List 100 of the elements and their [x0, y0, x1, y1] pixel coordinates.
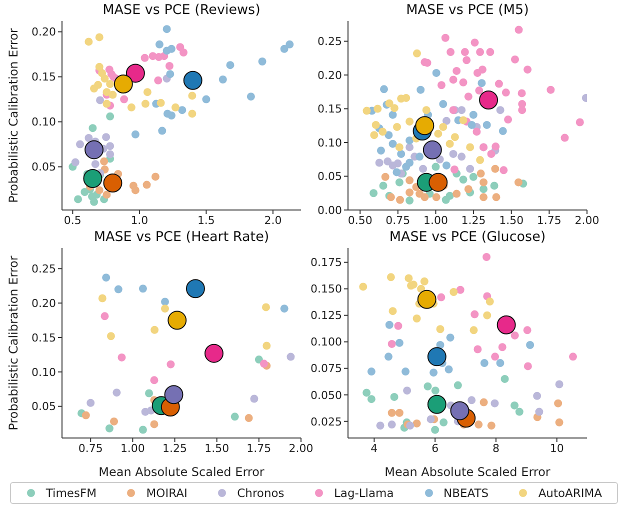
point	[168, 310, 187, 330]
point	[480, 178, 488, 186]
point	[131, 186, 140, 194]
point	[91, 160, 100, 168]
point	[459, 116, 468, 124]
point	[385, 320, 394, 329]
point	[118, 353, 126, 362]
point	[262, 342, 271, 350]
point	[469, 110, 478, 119]
point	[106, 332, 115, 340]
point	[110, 417, 118, 426]
point	[498, 127, 507, 136]
point	[98, 294, 106, 302]
point	[417, 290, 436, 309]
point	[158, 126, 166, 135]
point	[480, 398, 488, 406]
point	[402, 368, 410, 376]
point	[388, 161, 397, 170]
point	[449, 76, 458, 84]
point	[374, 104, 382, 113]
point	[186, 279, 205, 298]
point	[468, 396, 476, 404]
point	[102, 133, 110, 142]
point	[226, 61, 234, 70]
point	[384, 352, 392, 361]
point	[84, 134, 93, 142]
y-tick-label: 0.150	[310, 282, 342, 296]
point	[500, 374, 509, 383]
point	[446, 48, 455, 56]
x-tick-label: 0.5	[64, 214, 82, 227]
point	[84, 140, 104, 160]
point	[375, 158, 384, 167]
point	[446, 140, 454, 148]
point	[437, 81, 446, 90]
y-tick-label: 0.10	[32, 366, 56, 379]
point	[483, 311, 492, 320]
point	[102, 88, 111, 96]
point	[127, 103, 136, 112]
point	[141, 100, 150, 108]
point	[470, 326, 478, 334]
point	[492, 142, 500, 151]
point	[450, 166, 458, 174]
point	[460, 48, 469, 56]
x-axis-title: Mean Absolute Scaled Error	[384, 465, 550, 479]
x-tick-label: 1.5	[197, 214, 215, 227]
point	[462, 56, 471, 64]
point	[502, 88, 510, 97]
point	[490, 399, 499, 408]
point	[280, 304, 288, 313]
point	[526, 341, 534, 350]
point	[106, 112, 114, 120]
x-tick-label: 0.75	[386, 214, 410, 227]
point	[376, 146, 385, 155]
point	[535, 408, 544, 416]
point	[262, 303, 270, 312]
point	[156, 98, 165, 107]
point	[412, 49, 421, 58]
point	[388, 307, 397, 316]
point	[555, 380, 564, 388]
point	[280, 44, 288, 53]
point	[286, 40, 294, 48]
point	[450, 401, 470, 420]
legend-label: TimesFM	[46, 486, 97, 500]
point	[515, 408, 524, 416]
point	[397, 150, 406, 158]
y-tick-label: 0.10	[318, 136, 342, 150]
point	[510, 401, 519, 410]
chart-title: MASE vs PCE (Heart Rate)	[92, 229, 270, 245]
point	[424, 382, 432, 390]
point	[378, 128, 387, 136]
point	[94, 80, 102, 89]
x-tick-label: 1.75	[536, 214, 562, 227]
point	[432, 193, 440, 202]
point	[486, 298, 494, 306]
point	[406, 118, 414, 126]
point	[388, 420, 396, 429]
point	[406, 196, 414, 205]
y-tick-label: 0.00	[318, 204, 342, 217]
point	[167, 44, 176, 53]
point	[470, 310, 479, 318]
point	[416, 190, 424, 198]
point	[230, 412, 239, 421]
point	[436, 325, 444, 334]
point	[161, 298, 170, 306]
point	[258, 58, 266, 66]
point	[476, 170, 485, 178]
point	[151, 172, 160, 181]
point	[473, 68, 482, 77]
point	[500, 166, 508, 174]
point	[431, 426, 440, 434]
point	[427, 394, 446, 414]
point	[98, 69, 106, 78]
point	[84, 38, 93, 46]
x-tick-label: 2.0	[264, 214, 282, 227]
point	[518, 106, 526, 114]
point	[95, 62, 104, 71]
point	[450, 133, 459, 142]
point	[546, 86, 555, 94]
y-tick-label: 0.15	[32, 70, 56, 84]
point	[126, 64, 145, 83]
